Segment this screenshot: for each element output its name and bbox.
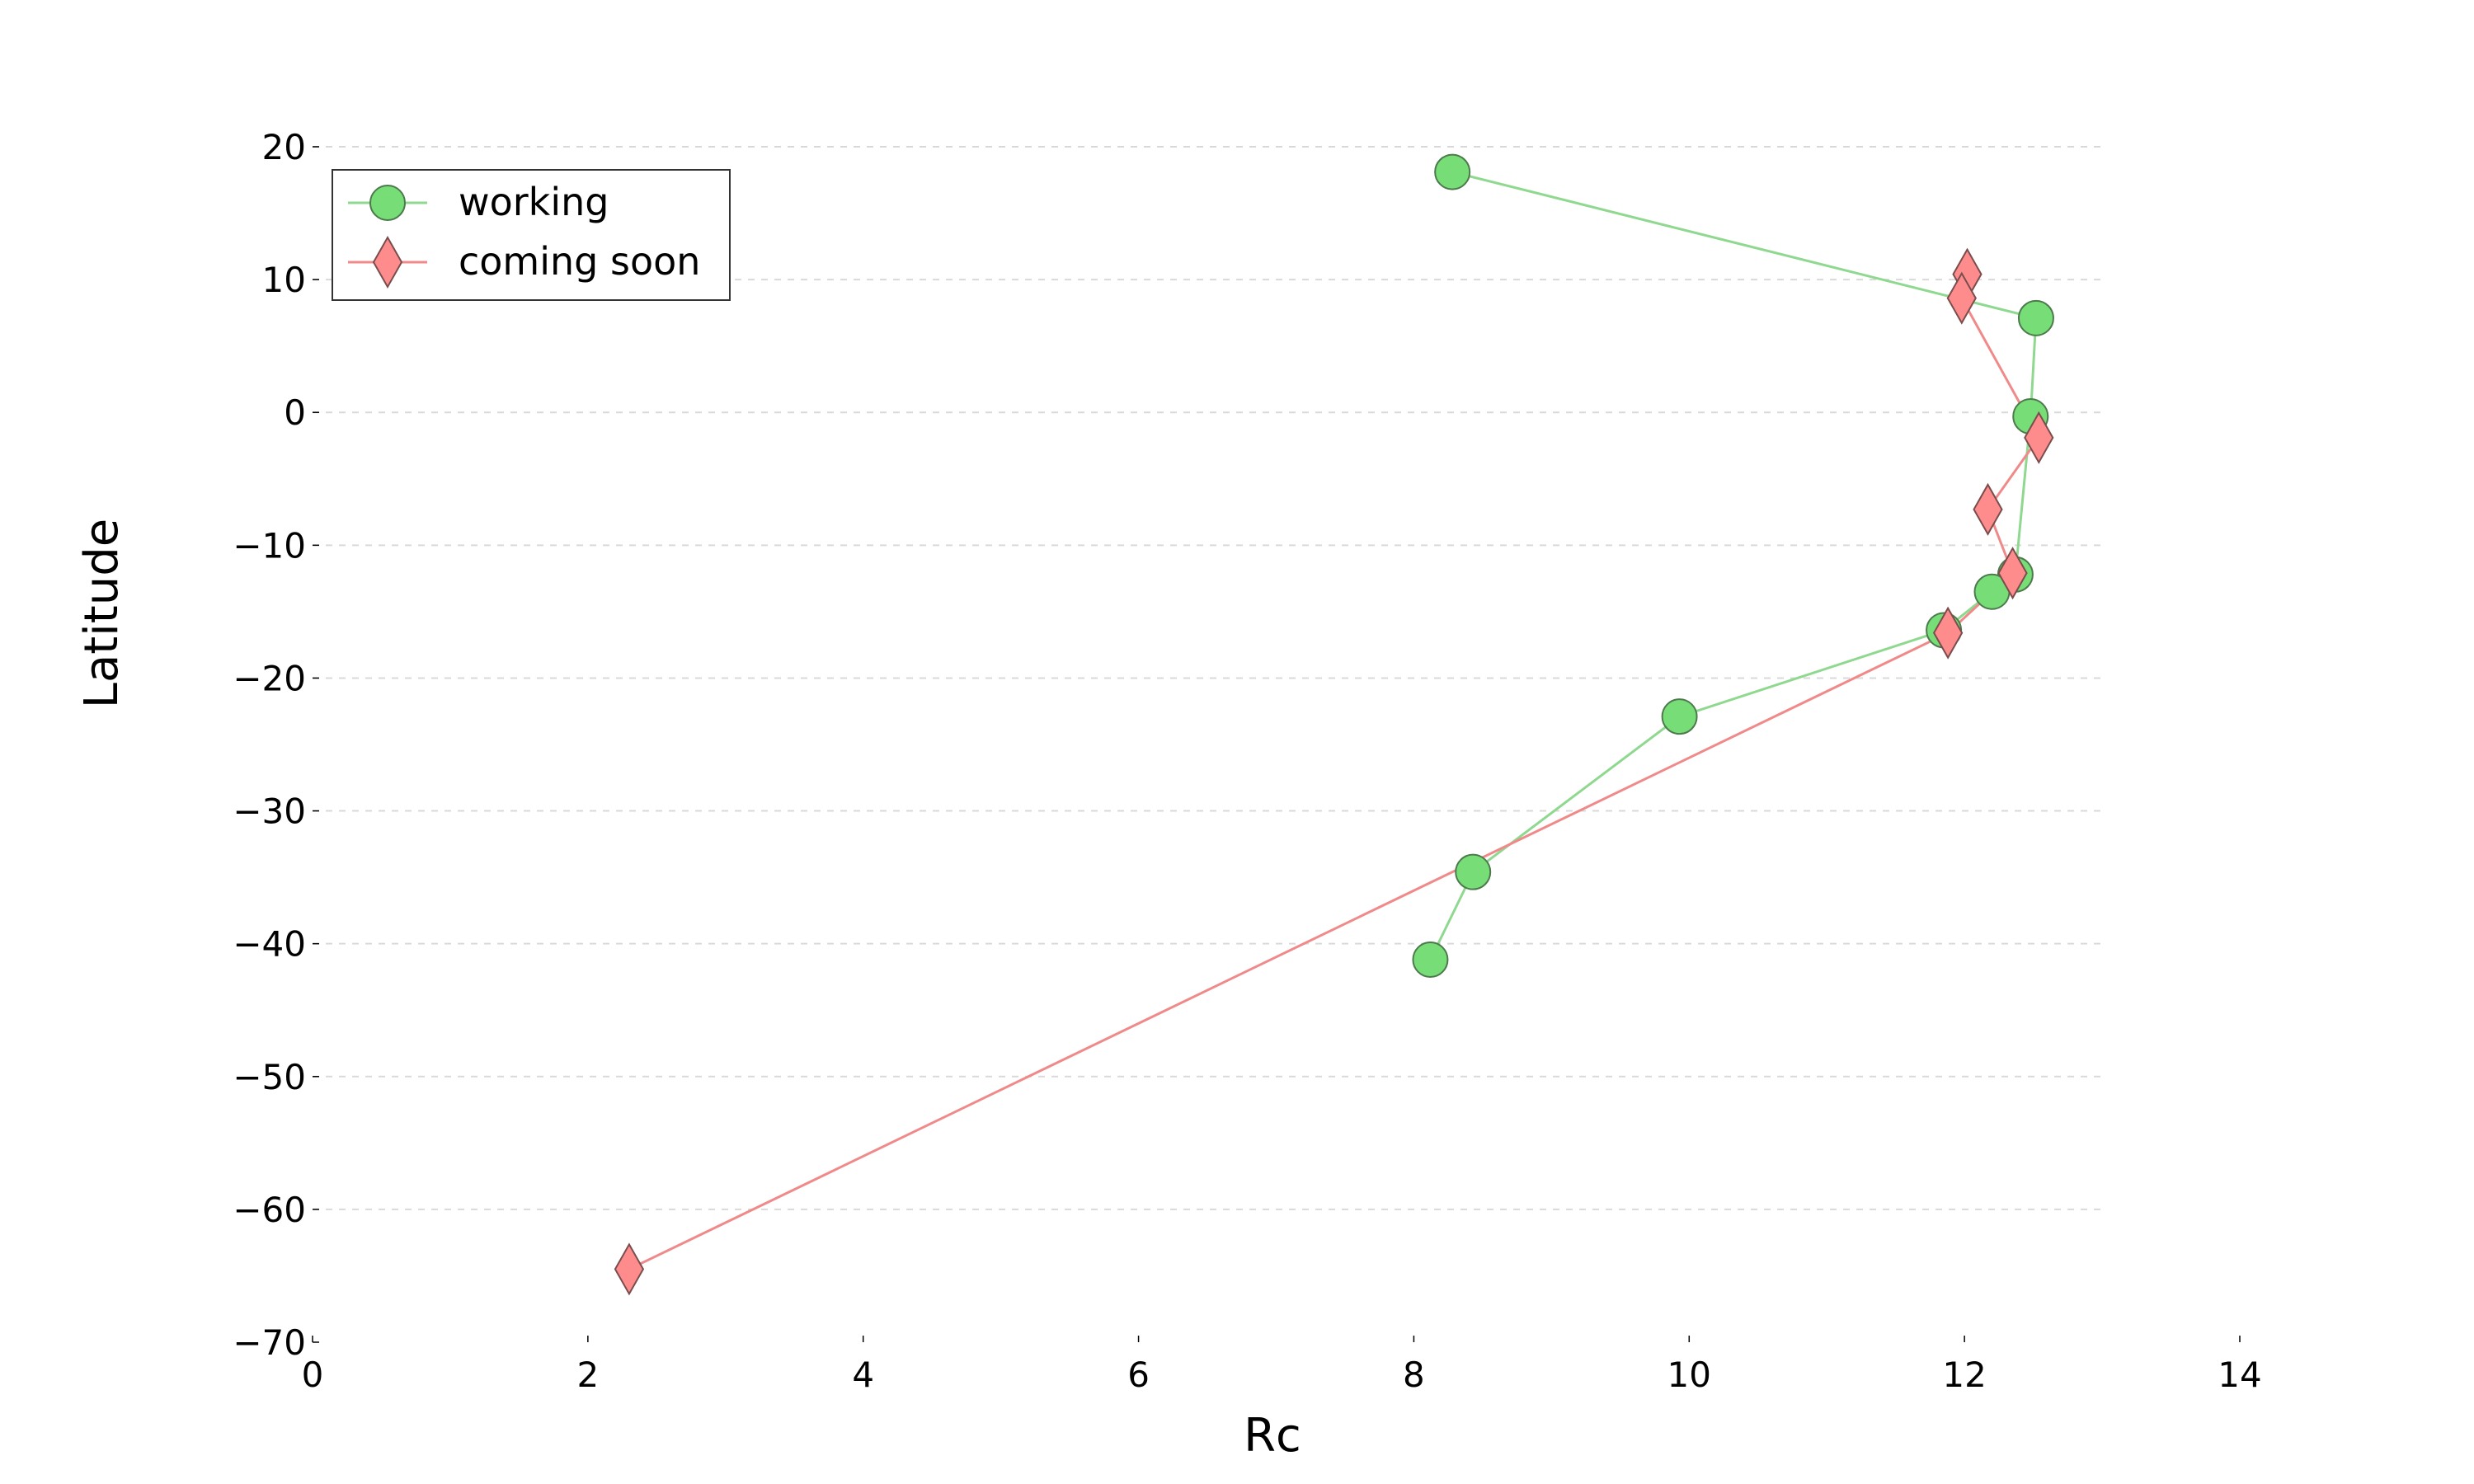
data-point-working (1455, 853, 1492, 890)
x-tick-label: 6 (1127, 1355, 1150, 1395)
ticks: −70 −60 −50 −40 −30 −20 −10 0 10 20 0 2 4 6 8 10 12 14 (233, 127, 2261, 1395)
y-tick-label: −70 (233, 1322, 306, 1363)
data-point-coming-soon (1932, 606, 1964, 660)
data-point-coming-soon (1997, 547, 2028, 600)
x-tick-label: 12 (1942, 1355, 1986, 1395)
data-point-working (1661, 698, 1698, 735)
y-tick-label: 0 (284, 392, 306, 433)
legend-coming-soon-label: coming soon (459, 239, 700, 284)
y-tick-label: −50 (233, 1057, 306, 1097)
legend-working-marker (369, 185, 406, 221)
x-tick-label: 8 (1403, 1355, 1425, 1395)
gridlines (313, 146, 2107, 1210)
x-tick-label: 14 (2218, 1355, 2261, 1395)
y-axis-label: Latitude (75, 519, 129, 708)
y-tick-label: −10 (233, 525, 306, 566)
series-layer (614, 153, 2054, 1296)
x-tick-label: 0 (302, 1355, 324, 1395)
data-point-coming-soon (1973, 482, 2003, 536)
data-point-working (1412, 942, 1449, 978)
x-tick-label: 4 (852, 1355, 874, 1395)
legend-coming-soon-marker (372, 235, 403, 289)
y-tick-label: −40 (233, 924, 306, 965)
y-tick-label: −60 (233, 1190, 306, 1230)
x-tick-label: 2 (576, 1355, 599, 1395)
series-line-coming-soon (628, 274, 2041, 1270)
legend-working-label: working (459, 180, 609, 224)
data-point-coming-soon (1946, 271, 1977, 325)
x-tick-label: 10 (1667, 1355, 1711, 1395)
y-tick-label: −30 (233, 791, 306, 832)
data-point-working (1434, 153, 1471, 190)
x-axis-label: Rc (1244, 1409, 1301, 1463)
y-tick-label: −20 (233, 658, 306, 698)
data-point-working (2017, 299, 2054, 336)
data-point-coming-soon (2024, 411, 2054, 464)
y-tick-label: 10 (262, 260, 306, 300)
data-point-coming-soon (614, 1242, 645, 1296)
series-line-working (1429, 171, 2038, 960)
legend: working coming soon (332, 169, 731, 301)
y-tick-label: 20 (262, 127, 306, 167)
